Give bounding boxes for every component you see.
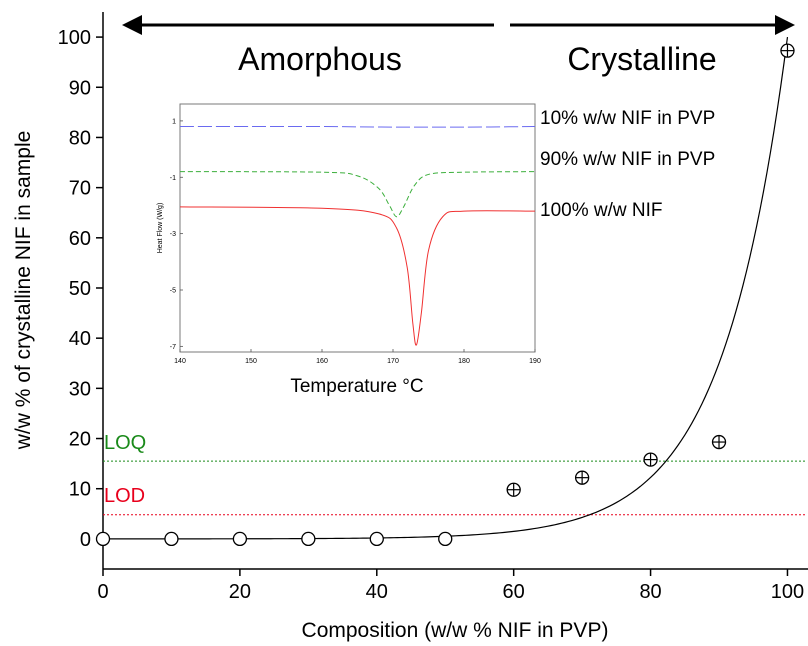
main-x-tick-label: 80 [639,581,661,603]
main-x-ticks: 0 20 40 60 80 100 [97,569,804,603]
main-y-ticks: 0 10 20 30 40 50 60 70 80 90 100 [58,27,103,551]
inset-legend-100pct: 100% w/w NIF [540,200,662,221]
main-y-tick-label: 0 [80,529,91,551]
amorphous-data-point [232,531,248,547]
inset-y-ticks: 1 -1 -3 -5 -7 [170,118,183,351]
main-y-tick-label: 10 [69,479,91,501]
amorphous-data-point [164,531,179,547]
inset-y-tick-label: -3 [170,231,176,238]
inset-series-line-1 [179,171,536,218]
amorphous-data-point [301,531,316,547]
inset-y-tick-label: 1 [172,118,176,125]
main-chart: 0 20 40 60 80 100 0 10 20 30 40 50 60 70 80 90 100 Comp… [12,12,808,642]
main-y-tick-label: 100 [58,27,91,49]
amorphous-data-point [438,531,453,547]
inset-x-axis-label: Temperature °C [290,376,423,397]
main-x-tick-label: 40 [366,581,388,603]
loq-label: LOQ [104,432,146,454]
inset-x-tick-label: 140 [174,358,186,365]
inset-y-tick-label: -5 [170,288,176,295]
main-y-axis-label: w/w % of crystalline NIF in sample [12,131,35,451]
amorphous-region-label: Amorphous [238,41,402,77]
crystalline-region-label: Crystalline [567,41,716,77]
main-x-tick-label: 20 [229,581,251,603]
main-y-tick-label: 80 [69,127,91,149]
lod-label: LOD [104,485,145,507]
inset-x-tick-label: 160 [316,358,328,365]
main-x-tick-label: 60 [503,581,525,603]
inset-legend-10pct: 10% w/w NIF in PVP [540,108,715,129]
inset-x-tick-label: 180 [458,358,470,365]
amorphous-arrow [122,15,494,35]
main-y-tick-label: 30 [69,378,91,400]
inset-x-ticks: 140 150 160 170 180 190 [174,349,541,365]
main-y-tick-label: 20 [69,429,91,451]
main-data-points [95,43,795,547]
main-y-tick-label: 70 [69,178,91,200]
main-y-tick-label: 40 [69,328,91,350]
main-x-tick-label: 0 [97,581,108,603]
inset-plot-frame [179,103,536,353]
inset-series-line-2 [179,206,536,346]
crystalline-arrow [510,15,795,35]
main-y-tick-label: 90 [69,77,91,99]
main-y-tick-label: 50 [69,278,91,300]
inset-legend-90pct: 90% w/w NIF in PVP [540,149,715,170]
inset-series [179,126,536,346]
main-x-axis-label: Composition (w/w % NIF in PVP) [302,619,609,642]
amorphous-data-point [95,531,111,547]
inset-y-tick-label: -1 [170,175,176,182]
inset-series-line-0 [180,126,536,128]
inset-x-tick-label: 190 [529,358,541,365]
amorphous-data-point [369,531,384,547]
inset-x-tick-label: 150 [245,358,257,365]
inset-y-axis-label: Heat Flow (W/g) [157,203,164,254]
inset-x-tick-label: 170 [387,358,399,365]
main-y-tick-label: 60 [69,228,91,250]
inset-chart: 140 150 160 170 180 190 1 -1 -3 -5 -7 Temperature… [157,103,715,397]
main-x-tick-label: 100 [771,581,804,603]
inset-y-tick-label: -7 [170,344,176,351]
